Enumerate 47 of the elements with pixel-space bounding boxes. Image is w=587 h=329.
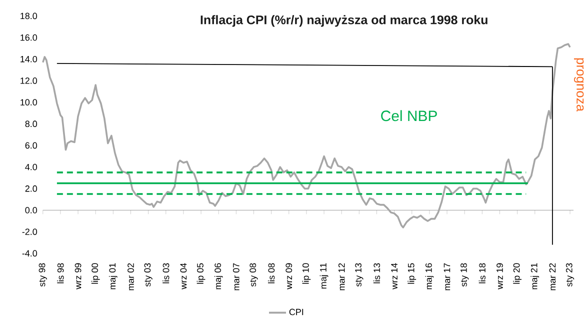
y-tick-label: 18.0 [20, 12, 38, 20]
x-tick-label: lis 98 [57, 263, 64, 284]
x-tick-label: mar 02 [128, 263, 134, 290]
x-tick-label: lis 08 [268, 263, 275, 284]
x-tick-label: sty 03 [144, 263, 152, 286]
x-tick-label: lip 10 [302, 263, 311, 284]
x-tick-label: sty 13 [355, 263, 364, 286]
x-tick-label: wrz 19 [496, 263, 503, 290]
x-tick-label: sty 18 [460, 263, 469, 286]
y-tick-label: 8.0 [25, 120, 38, 127]
text: prognoza [574, 58, 584, 112]
x-tick-label: maj 21 [530, 263, 540, 290]
x-tick-label: maj 01 [108, 263, 118, 290]
x-tick-label: lis 18 [478, 263, 486, 284]
x-tick-label: mar 17 [444, 263, 450, 290]
x-tick-label: wrz 09 [286, 263, 292, 290]
x-tick-label: lip 00 [91, 263, 100, 284]
y-tick-label: 4.0 [25, 164, 38, 170]
x-tick-label: mar 12 [338, 263, 345, 290]
y-tick-label: 10.0 [20, 99, 38, 106]
x-tick-label: lip 15 [408, 263, 416, 284]
y-tick-label: -4.0 [22, 250, 38, 256]
x-tick-label: lip 20 [513, 263, 522, 284]
y-tick-label: 12.0 [20, 77, 38, 84]
y-tick-label: 0.0 [25, 206, 38, 214]
x-tick-label: lis 13 [373, 263, 380, 284]
x-tick-label: wrz 99 [74, 263, 82, 290]
y-tick-label: 16.0 [20, 34, 38, 41]
x-tick-label: mar 22 [549, 263, 556, 290]
x-tick-label: maj 06 [214, 263, 223, 290]
x-tick-label: wrz 04 [180, 263, 187, 290]
x-tick-label: wrz 14 [391, 263, 398, 290]
x-tick-label: maj 11 [320, 263, 328, 288]
x-tick-label: lis 03 [162, 263, 170, 284]
legend-label: CPI [289, 308, 304, 316]
annotation: Cel NBP [381, 110, 437, 122]
x-tick-label: sty 23 [566, 263, 574, 286]
y-tick-label: 2.0 [25, 185, 38, 192]
y-tick-label: 14.0 [20, 56, 38, 62]
x-tick-label: sty 08 [250, 263, 258, 286]
chart-title: Inflacja CPI (%r/r) najwyższa od marca 1998 roku [200, 15, 488, 27]
x-tick-label: mar 07 [232, 263, 240, 290]
x-tick-label: sty 98 [38, 263, 47, 286]
y-tick-label: -2.0 [22, 228, 38, 235]
y-tick-label: 6.0 [25, 142, 38, 149]
x-tick-label: maj 16 [425, 263, 434, 290]
x-tick-label: lip 05 [196, 263, 206, 284]
